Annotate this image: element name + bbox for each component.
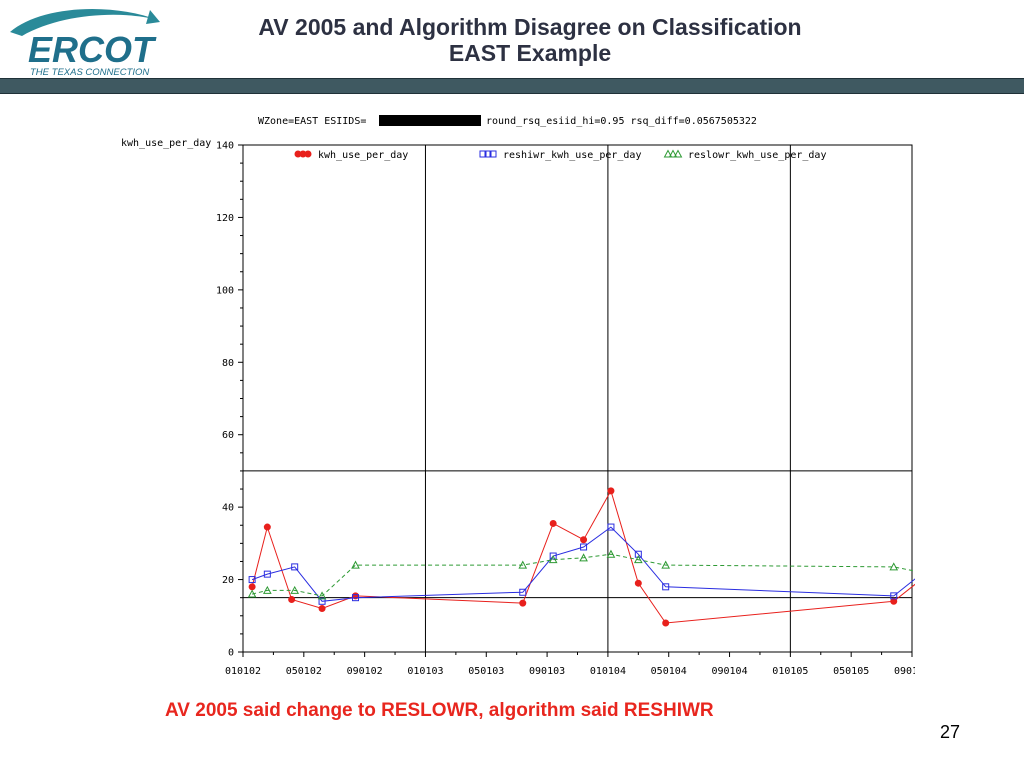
legend-item: kwh_use_per_day	[294, 150, 408, 161]
y-tick-label: 0	[228, 648, 234, 659]
data-point	[673, 149, 683, 158]
data-point	[890, 597, 898, 605]
data-point	[290, 585, 300, 594]
title-line-2: EAST Example	[448, 40, 612, 66]
data-point	[518, 560, 528, 569]
data-point	[548, 555, 558, 564]
y-tick-label: 20	[222, 575, 234, 586]
legend-label: reshiwr_kwh_use_per_day	[503, 150, 641, 161]
x-tick-label: 010102	[225, 666, 261, 677]
data-point	[662, 583, 670, 591]
y-axis-label: kwh_use_per_day	[121, 138, 211, 149]
series-line	[251, 526, 915, 602]
series-reslowr_kwh_use_per_day	[247, 549, 915, 600]
data-point	[519, 588, 527, 596]
data-point	[248, 576, 256, 584]
x-tick-label: 010103	[407, 666, 443, 677]
data-point	[634, 550, 642, 558]
redacted-esiid	[379, 115, 481, 126]
x-tick-label: 090102	[347, 666, 383, 677]
data-point	[580, 536, 588, 544]
slide-title: AV 2005 and Algorithm Disagree on Classi…	[170, 14, 890, 66]
data-point	[489, 150, 497, 158]
slide-caption: AV 2005 said change to RESLOWR, algorith…	[165, 700, 714, 721]
data-point	[607, 523, 615, 531]
data-point	[351, 560, 360, 569]
x-tick-label: 090104	[711, 666, 747, 677]
ercot-logo: ERCOT THE TEXAS CONNECTION	[0, 0, 165, 80]
data-point	[288, 595, 296, 603]
series-reshiwr_kwh_use_per_day	[248, 523, 915, 605]
data-point	[607, 487, 615, 495]
x-tick-label: 050105	[833, 666, 869, 677]
legend-label: kwh_use_per_day	[318, 150, 408, 161]
data-point	[247, 589, 257, 598]
y-tick-label: 80	[222, 358, 234, 369]
data-point	[580, 543, 588, 551]
data-point	[317, 591, 327, 600]
data-point	[662, 619, 670, 627]
data-point	[248, 583, 256, 591]
data-point	[633, 555, 643, 564]
data-point	[549, 519, 557, 527]
data-point	[890, 592, 898, 600]
logo-name: ERCOT	[28, 29, 157, 70]
y-tick-label: 140	[216, 141, 234, 152]
data-point	[549, 552, 557, 560]
data-point	[263, 523, 271, 531]
legend-label: reslowr_kwh_use_per_day	[688, 150, 826, 161]
chart-header-prefix: WZone=EAST ESIIDS=	[258, 116, 366, 127]
kwh-line-chart: 0 20 40 60 80 100 120 140 010102 050102 090102 0101…	[121, 115, 915, 677]
x-tick-label: 050102	[286, 666, 322, 677]
data-point	[606, 549, 616, 558]
data-point	[889, 562, 899, 571]
x-tick-label: 050104	[651, 666, 687, 677]
data-point	[519, 599, 527, 607]
header-band	[0, 78, 1024, 94]
chart-header-suffix: round_rsq_esiid_hi=0.95 rsq_diff=0.05675…	[486, 116, 757, 127]
logo-tagline: THE TEXAS CONNECTION	[30, 67, 149, 78]
page-number: 27	[940, 722, 961, 742]
y-tick-label: 120	[216, 213, 234, 224]
data-point	[262, 585, 272, 594]
legend-item: reslowr_kwh_use_per_day	[663, 149, 826, 161]
data-point	[479, 150, 487, 158]
data-point	[318, 605, 326, 613]
data-point	[318, 597, 326, 605]
x-tick-label: 010104	[590, 666, 626, 677]
x-tick-label: 010105	[772, 666, 808, 677]
data-point	[304, 150, 312, 158]
data-point	[579, 553, 588, 562]
data-point	[661, 560, 671, 569]
y-tick-label: 100	[216, 285, 234, 296]
data-point	[263, 570, 271, 578]
x-tick-label: 090103	[529, 666, 565, 677]
data-point	[663, 149, 673, 158]
legend-item: reshiwr_kwh_use_per_day	[479, 150, 641, 161]
y-tick-label: 60	[222, 430, 234, 441]
series-line	[251, 553, 915, 597]
data-point	[634, 579, 642, 587]
data-point	[668, 149, 678, 158]
x-tick-label: 090105	[894, 666, 915, 677]
y-tick-label: 40	[222, 503, 234, 514]
data-point	[352, 594, 360, 602]
title-line-1: AV 2005 and Algorithm Disagree on Classi…	[258, 14, 802, 40]
data-point	[484, 150, 492, 158]
x-tick-label: 050103	[468, 666, 504, 677]
data-point	[291, 563, 299, 571]
